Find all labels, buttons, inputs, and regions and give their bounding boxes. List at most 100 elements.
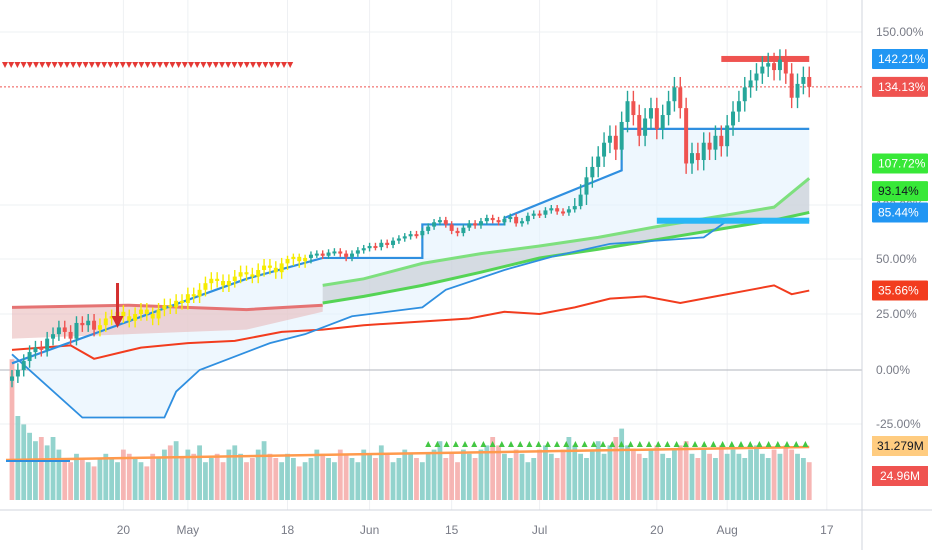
candle-body <box>62 327 67 332</box>
volume-bar <box>449 453 455 500</box>
candle-body <box>473 223 478 226</box>
volume-bar <box>484 445 490 500</box>
x-tick-label: 20 <box>117 523 131 537</box>
price-tag-label: 142.21% <box>878 52 926 66</box>
top-range-marker <box>721 55 810 62</box>
sell-signal-marker <box>45 62 52 68</box>
sell-signal-marker <box>157 62 163 68</box>
volume-bar <box>38 437 44 500</box>
candle-body <box>619 121 624 150</box>
sell-signal-marker <box>20 62 27 68</box>
volume-bar <box>437 441 443 500</box>
volume-bar <box>337 449 343 500</box>
buy-signal-marker <box>544 441 551 447</box>
candle-body <box>97 325 102 330</box>
candle-body <box>33 347 38 353</box>
y-tick-label: -25.00% <box>876 417 921 431</box>
volume-bar <box>238 453 244 500</box>
sell-signal-marker <box>82 62 89 68</box>
volume-bar <box>543 445 548 500</box>
candle-body <box>350 253 354 257</box>
volume-bar <box>765 458 771 500</box>
candle-body <box>396 238 401 241</box>
buy-signal-marker <box>498 441 505 447</box>
volume-bars <box>5 359 812 500</box>
buy-signal-marker <box>655 441 662 447</box>
candle-body <box>643 118 648 136</box>
buy-signal-marker <box>701 441 708 447</box>
candle-body <box>478 221 483 226</box>
volume-bar <box>666 458 671 500</box>
volume-bar <box>419 462 425 500</box>
stop-range-marker <box>656 217 810 224</box>
relative-line <box>11 284 810 360</box>
volume-bar <box>677 445 683 500</box>
sell-signal-marker <box>126 62 132 68</box>
sell-signal-marker <box>144 62 151 68</box>
candle-body <box>602 142 607 157</box>
candle-body <box>590 166 595 178</box>
volume-bar <box>79 458 85 500</box>
volume-bar <box>220 462 226 500</box>
sell-signal-marker <box>287 62 294 68</box>
volume-bar <box>320 453 326 500</box>
volume-bar <box>672 449 677 500</box>
volume-bar <box>695 458 701 500</box>
price-tag-label: 134.13% <box>878 80 926 94</box>
buy-signal-marker <box>452 441 459 447</box>
candle-body <box>21 361 26 370</box>
candle-body <box>672 87 677 102</box>
buy-signal-marker <box>636 441 643 447</box>
candle-body <box>109 316 114 319</box>
candle-body <box>537 213 542 216</box>
y-tick-label: 50.00% <box>876 252 917 266</box>
candle-body <box>736 101 741 112</box>
buy-signal-marker <box>793 441 800 447</box>
candle-body <box>795 83 800 98</box>
volume-bar <box>249 458 255 500</box>
sell-signal-marker <box>101 62 108 68</box>
price-tags: 142.21% 134.13% 107.72% 93.14% 85.44% 35.66% 3… <box>872 48 928 486</box>
x-tick-label: Aug <box>716 523 737 537</box>
sell-signal-marker <box>26 62 33 68</box>
volume-bar <box>44 445 50 500</box>
candle-body <box>455 230 460 234</box>
volume-bar <box>642 458 648 500</box>
candle-body <box>437 220 442 223</box>
candle-body <box>215 278 220 281</box>
volume-bar <box>326 458 331 500</box>
volume-bar <box>279 462 285 500</box>
candle-body <box>566 209 571 213</box>
volume-bar <box>800 458 806 500</box>
sell-signal-marker <box>33 62 39 68</box>
volume-bar <box>795 453 800 500</box>
sell-signal-marker <box>243 62 250 68</box>
volume-bar <box>373 458 378 500</box>
volume-bar <box>554 458 560 500</box>
volume-bar <box>255 449 261 500</box>
volume-bar <box>513 449 519 500</box>
candle-body <box>420 230 425 236</box>
x-tick-label: Jun <box>360 523 379 537</box>
candle-body <box>631 101 636 116</box>
volume-bar <box>531 458 537 500</box>
volume-bar <box>724 453 730 500</box>
candle-body <box>267 265 272 268</box>
buy-signal-marker <box>756 441 763 447</box>
buy-signal-marker <box>765 441 772 447</box>
volume-bar <box>115 462 120 500</box>
volume-bar <box>748 449 754 500</box>
candle-body <box>10 376 14 381</box>
volume-bar <box>150 453 156 500</box>
candle-body <box>772 63 777 71</box>
sell-signal-marker <box>14 62 21 68</box>
buy-signal-marker <box>609 441 616 447</box>
candle-body <box>162 305 167 310</box>
candle-body <box>308 254 313 258</box>
buy-signal-marker <box>517 441 524 447</box>
candle-body <box>185 294 190 303</box>
early-band <box>12 305 323 339</box>
candle-body <box>273 267 278 273</box>
candle-body <box>807 76 812 87</box>
